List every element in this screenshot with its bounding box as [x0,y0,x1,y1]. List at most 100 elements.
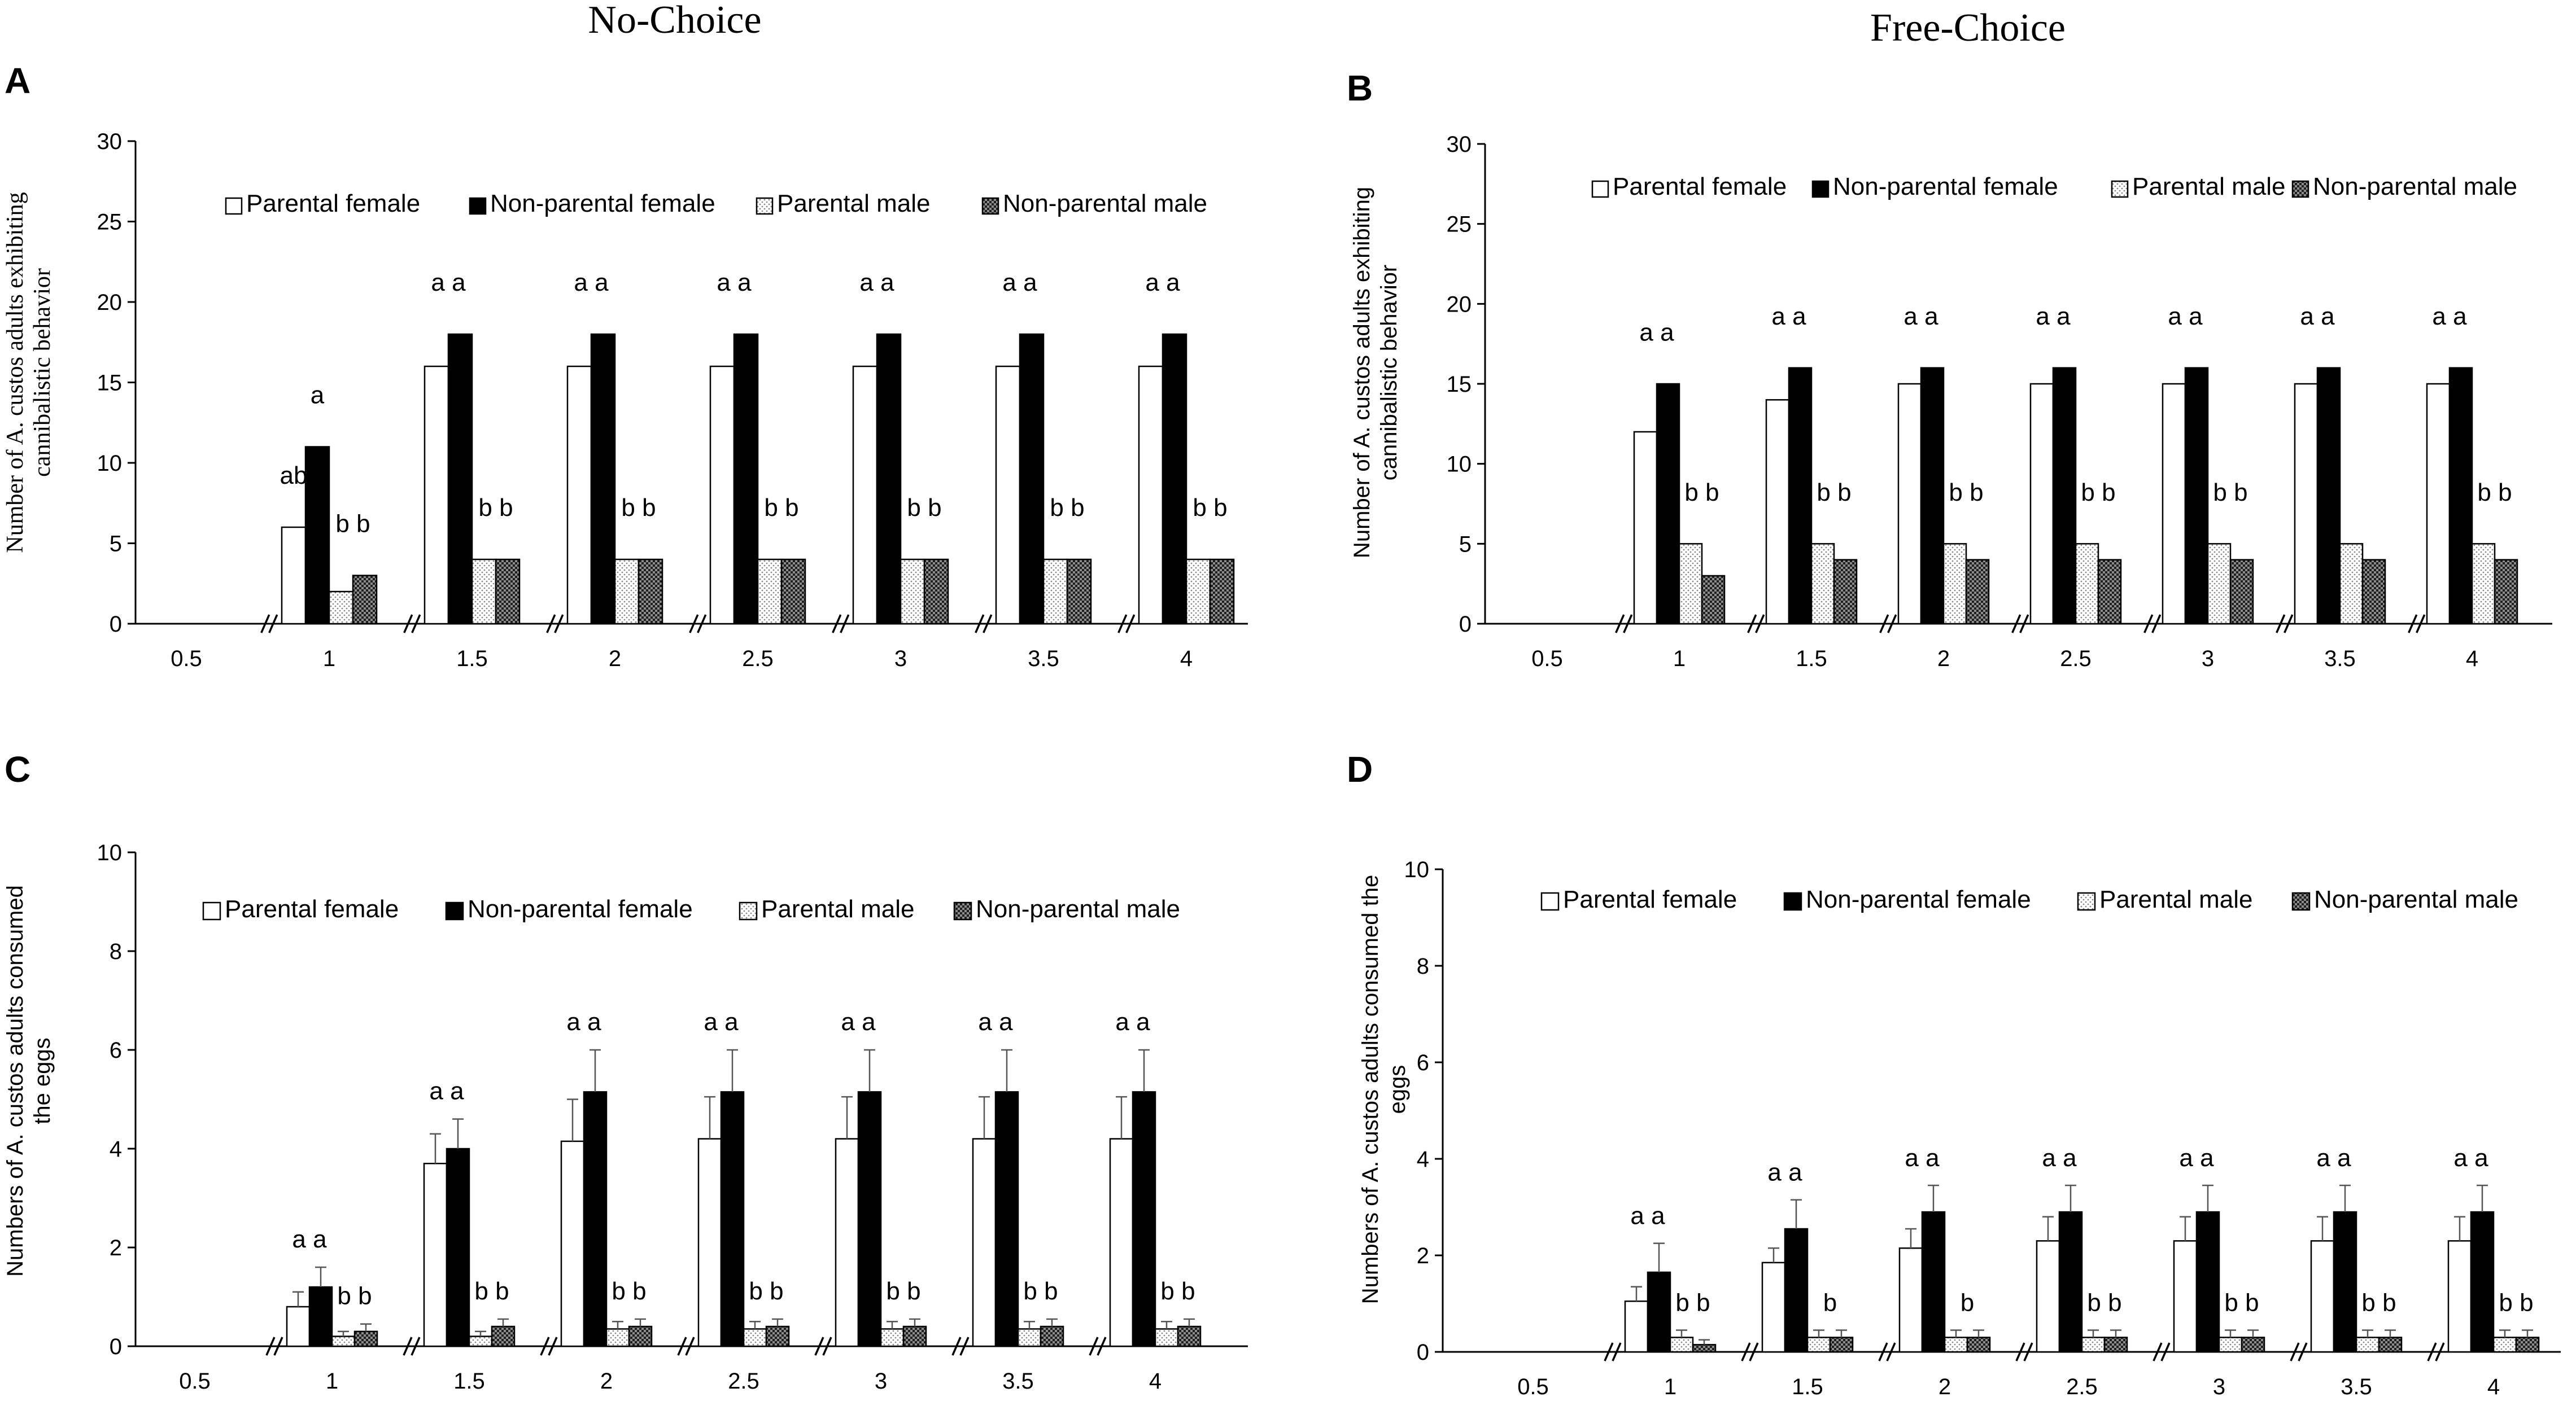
y-axis-label-line: cannibalistic behavior [29,268,55,477]
y-tick-label: 2 [110,1236,122,1260]
x-tick-label: 2 [1937,646,1950,671]
bar [1944,1337,1968,1353]
axis-break [2019,614,2029,633]
bar [566,365,592,625]
y-axis-label-line: Number of A. custos adults exhibiting [2,192,28,553]
bar [972,1138,997,1347]
bar [1761,1262,1786,1353]
bar [1965,559,1990,625]
y-axis-label: Numbers of A. custos adults consumed the… [1358,875,1410,1304]
significance-label: a a [1639,319,1674,347]
axis-break [2143,614,2154,633]
bar [2029,383,2054,625]
significance-label: a a [1002,269,1037,296]
axis-break [2284,614,2294,633]
significance-label: a a [2453,1144,2488,1172]
y-tick-label: 15 [1447,372,1472,397]
bar [2207,543,2232,625]
x-tick-label: 4 [1149,1369,1162,1394]
x-tick-label: 3.5 [2324,646,2356,671]
axis-break [1755,614,1765,633]
y-axis-label: Number of A. custos adults exhibitingcan… [2,192,55,553]
significance-label: a a [978,1008,1013,1036]
axis-break [2276,614,2286,633]
bar [2492,1337,2517,1353]
bar [2241,1337,2265,1353]
x-tick-label: 1.5 [1796,646,1827,671]
bar [709,365,735,625]
axis-break [1604,1342,1614,1361]
bar [902,1325,927,1347]
y-tick-label: 0 [110,612,122,637]
legend-label: Non-parental male [976,895,1180,923]
y-axis-label-line: Numbers of A. custos adults consumed [3,885,28,1277]
bar [1784,1228,1809,1353]
bar [2058,1211,2083,1353]
axis-break [822,1337,832,1356]
bar [2310,1240,2335,1353]
significance-label: a a [1903,303,1938,330]
bar [614,558,640,625]
bar [2361,559,2386,625]
axis-break [273,1337,283,1356]
bar [1701,575,1726,625]
legend-label: Parental male [2132,173,2285,200]
bar [468,1336,493,1347]
bar [583,1091,608,1347]
x-tick-label: 2 [600,1369,613,1394]
axis-break [2160,1342,2171,1361]
bar [1138,365,1164,625]
y-tick-label: 25 [97,210,123,235]
axis-break [260,614,270,633]
y-tick-label: 0 [1417,1340,1429,1365]
bar [1765,399,1790,625]
bar [308,1286,333,1347]
axis-break [951,1337,962,1356]
panel-b: B Number of A. custos adults exhibiting ca… [1347,68,2552,671]
column-title-free-choice: Free-Choice [1870,6,2066,50]
significance-label: b b [2213,479,2247,506]
x-tick-label: 3.5 [1002,1369,1034,1394]
significance-label: a a [574,269,609,296]
y-axis-label-line: Number of A. custos adults exhibiting [1350,187,1374,558]
legend-swatch [2077,892,2096,911]
significance-label: b b [749,1277,783,1305]
bar [1656,383,1680,625]
bar [994,1091,1019,1347]
axis-break [840,614,850,633]
x-tick-label: 1 [323,646,335,671]
significance-label: b b [1949,479,1983,506]
y-axis-label-line: Numbers of A. custos adults consumed the [1358,875,1383,1304]
axis-break [685,1337,695,1356]
bar [1833,559,1858,625]
bar [2426,383,2451,625]
significance-label: a a [431,269,466,296]
bar [757,558,783,625]
axis-break [832,614,842,633]
significance-label: b b [2499,1289,2533,1316]
axis-break [2015,1342,2025,1361]
significance-label: a a [2300,303,2335,330]
bar [1154,1328,1179,1347]
y-tick-label: 20 [97,290,123,315]
axis-break [1097,1337,1107,1356]
bar [2229,559,2254,625]
significance-label: a a [1905,1144,1940,1172]
axis-break [1878,1342,1888,1361]
bar [2316,367,2341,625]
significance-label: b b [2477,479,2512,506]
axis-break [1623,614,1633,633]
bar [447,333,473,625]
y-axis-label: Numbers of A. custos adults consumed the … [3,885,55,1277]
bar [590,333,616,625]
y-tick-label: 30 [1447,132,1472,157]
bar [471,558,497,625]
y-tick-label: 4 [1417,1147,1429,1172]
bar [2075,543,2099,625]
bar [2052,367,2077,625]
significance-label: b b [1023,1277,1058,1305]
axis-break [411,1337,421,1356]
y-tick-label: 10 [1447,452,1472,477]
significance-label: b [1823,1289,1837,1316]
bar [2447,1240,2472,1353]
